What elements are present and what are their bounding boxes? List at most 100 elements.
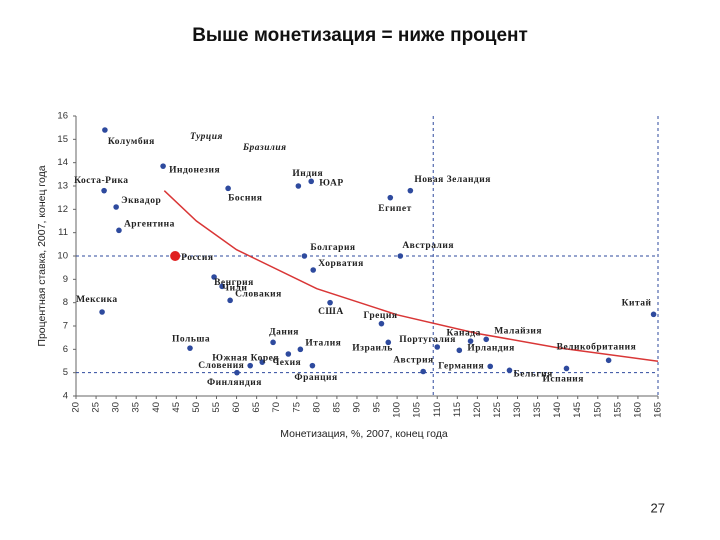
data-point [219, 283, 225, 290]
data-point [160, 163, 166, 169]
x-tick-label: 165 [653, 402, 664, 418]
point-label: Россия [181, 253, 213, 263]
x-tick-label: 135 [532, 402, 543, 418]
data-point [407, 187, 414, 194]
point-label: ЮАР [319, 179, 344, 189]
y-tick-label: 12 [57, 204, 68, 215]
point-label: Германия [438, 362, 484, 372]
data-point [234, 369, 240, 376]
point-label: Ирландия [467, 343, 514, 353]
x-tick-label: 20 [71, 402, 82, 413]
point-label: Индия [292, 169, 323, 179]
data-point [301, 253, 308, 259]
y-tick-label: 16 [57, 111, 68, 122]
point-label: Эквадор [121, 196, 161, 206]
x-tick-label: 85 [331, 402, 342, 413]
x-tick-label: 60 [231, 402, 242, 413]
x-tick-label: 45 [171, 402, 182, 413]
x-tick-label: 30 [111, 402, 122, 413]
data-point [211, 274, 217, 280]
y-tick-label: 5 [63, 367, 68, 378]
x-tick-label: 35 [131, 402, 142, 413]
y-tick-label: 13 [57, 181, 68, 192]
data-point [310, 267, 317, 273]
data-point [387, 194, 394, 201]
point-label: Венгрия [214, 278, 254, 288]
point-label: Австрия [393, 356, 434, 366]
point-label: Словения [198, 361, 244, 371]
point-label: Португалия [399, 335, 456, 345]
page-number: 27 [651, 500, 665, 515]
point-label: Италия [305, 339, 341, 349]
x-tick-label: 50 [191, 402, 202, 413]
point-label: Испания [542, 375, 583, 385]
x-tick-label: 155 [612, 402, 623, 418]
x-tick-label: 140 [552, 402, 563, 418]
point-label: Великобритания [557, 341, 637, 352]
x-tick-label: 110 [432, 402, 443, 417]
x-tick-label: 125 [492, 402, 503, 418]
point-label: Словакия [235, 290, 282, 300]
x-tick-label: 55 [211, 402, 222, 413]
point-label: Чехия [272, 358, 301, 368]
data-point [397, 253, 404, 259]
annotation: Бразилия [242, 143, 287, 153]
chart-title: Выше монетизация = ниже процент [192, 25, 528, 46]
data-point [420, 368, 426, 375]
point-label: Коста-Рика [74, 176, 128, 186]
point-label: Китай [622, 298, 652, 309]
x-tick-label: 70 [271, 402, 282, 413]
y-tick-label: 4 [63, 391, 68, 402]
data-point [385, 339, 392, 346]
data-point [378, 320, 385, 327]
x-tick-label: 150 [592, 402, 603, 418]
x-tick-label: 115 [452, 402, 463, 417]
y-tick-label: 15 [57, 134, 68, 145]
point-label: Колумбия [108, 136, 155, 147]
data-point [101, 187, 107, 194]
point-label: Босния [228, 194, 262, 204]
point-label: Греция [363, 311, 397, 321]
x-tick-label: 95 [372, 402, 383, 413]
trend-line [163, 190, 659, 362]
data-point [295, 183, 302, 189]
data-point [187, 345, 193, 351]
x-tick-label: 65 [251, 402, 262, 413]
data-point [327, 299, 333, 306]
point-label: Аргентина [124, 220, 175, 230]
y-axis-label: Процентная ставка, 2007, конец года [36, 165, 48, 346]
data-point [309, 362, 316, 369]
point-label: Польша [172, 334, 210, 344]
data-point [259, 359, 266, 365]
data-point [297, 346, 304, 353]
y-tick-label: 9 [63, 274, 68, 285]
point-label: Финляндия [207, 378, 262, 388]
y-tick-label: 10 [57, 251, 68, 262]
data-point [483, 336, 490, 343]
x-tick-label: 40 [151, 402, 162, 413]
data-point [285, 351, 292, 357]
y-tick-label: 8 [63, 297, 68, 308]
data-point [456, 347, 463, 354]
x-tick-label: 75 [291, 402, 302, 413]
x-tick-label: 130 [512, 402, 523, 418]
data-point [434, 344, 441, 350]
point-label: Египет [378, 204, 411, 214]
point-label: США [318, 307, 344, 317]
point-label: Франция [294, 373, 337, 383]
x-tick-label: 145 [572, 402, 583, 418]
data-point [113, 204, 119, 210]
data-point [270, 339, 276, 346]
data-point [225, 185, 231, 192]
point-label: Хорватия [318, 259, 364, 269]
data-point [99, 309, 105, 315]
point-label: Бельгия [513, 370, 552, 380]
point-label: Чили [222, 284, 247, 294]
x-tick-label: 105 [412, 402, 423, 418]
x-tick-label: 120 [472, 402, 483, 418]
data-point [308, 178, 315, 185]
y-tick-label: 11 [58, 227, 68, 238]
annotation: Турция [190, 132, 223, 142]
y-tick-label: 6 [63, 344, 68, 355]
